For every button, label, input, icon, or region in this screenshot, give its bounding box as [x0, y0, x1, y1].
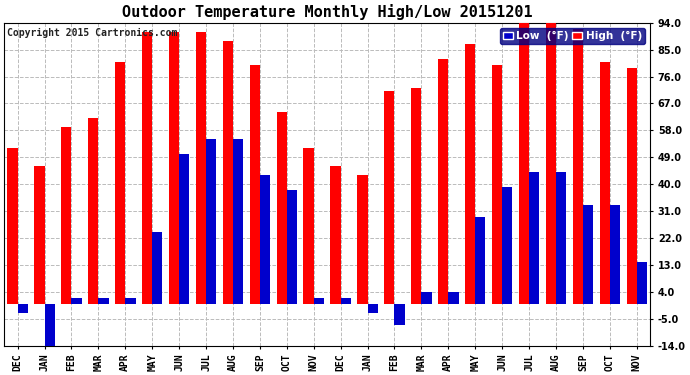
Bar — [411, 88, 422, 304]
Bar — [357, 175, 368, 304]
Bar — [45, 304, 55, 346]
Bar — [546, 20, 556, 304]
Bar — [287, 190, 297, 304]
Bar — [72, 298, 81, 304]
Bar — [556, 172, 566, 304]
Bar — [573, 29, 583, 304]
Title: Outdoor Temperature Monthly High/Low 20151201: Outdoor Temperature Monthly High/Low 201… — [122, 4, 533, 20]
Bar — [583, 205, 593, 304]
Bar — [34, 166, 45, 304]
Bar — [115, 62, 126, 304]
Bar — [223, 40, 233, 304]
Bar — [627, 68, 637, 304]
Bar — [465, 44, 475, 304]
Bar — [206, 139, 216, 304]
Bar — [519, 17, 529, 304]
Bar — [529, 172, 540, 304]
Bar — [448, 292, 459, 304]
Bar — [637, 262, 647, 304]
Bar — [99, 298, 108, 304]
Bar — [610, 205, 620, 304]
Bar — [88, 118, 99, 304]
Bar — [18, 304, 28, 313]
Bar — [438, 58, 449, 304]
Legend: Low  (°F), High  (°F): Low (°F), High (°F) — [500, 28, 645, 44]
Bar — [600, 62, 610, 304]
Bar — [304, 148, 314, 304]
Bar — [169, 32, 179, 304]
Bar — [492, 64, 502, 304]
Bar — [395, 304, 405, 325]
Bar — [260, 175, 270, 304]
Bar — [475, 217, 486, 304]
Bar — [277, 112, 287, 304]
Bar — [314, 298, 324, 304]
Bar — [126, 298, 135, 304]
Text: Copyright 2015 Cartronics.com: Copyright 2015 Cartronics.com — [8, 28, 178, 38]
Bar — [8, 148, 18, 304]
Bar — [142, 32, 152, 304]
Bar — [331, 166, 341, 304]
Bar — [422, 292, 432, 304]
Bar — [384, 92, 395, 304]
Bar — [502, 187, 513, 304]
Bar — [152, 232, 162, 304]
Bar — [341, 298, 351, 304]
Bar — [368, 304, 378, 313]
Bar — [179, 154, 189, 304]
Bar — [196, 32, 206, 304]
Bar — [233, 139, 243, 304]
Bar — [250, 64, 260, 304]
Bar — [61, 128, 72, 304]
